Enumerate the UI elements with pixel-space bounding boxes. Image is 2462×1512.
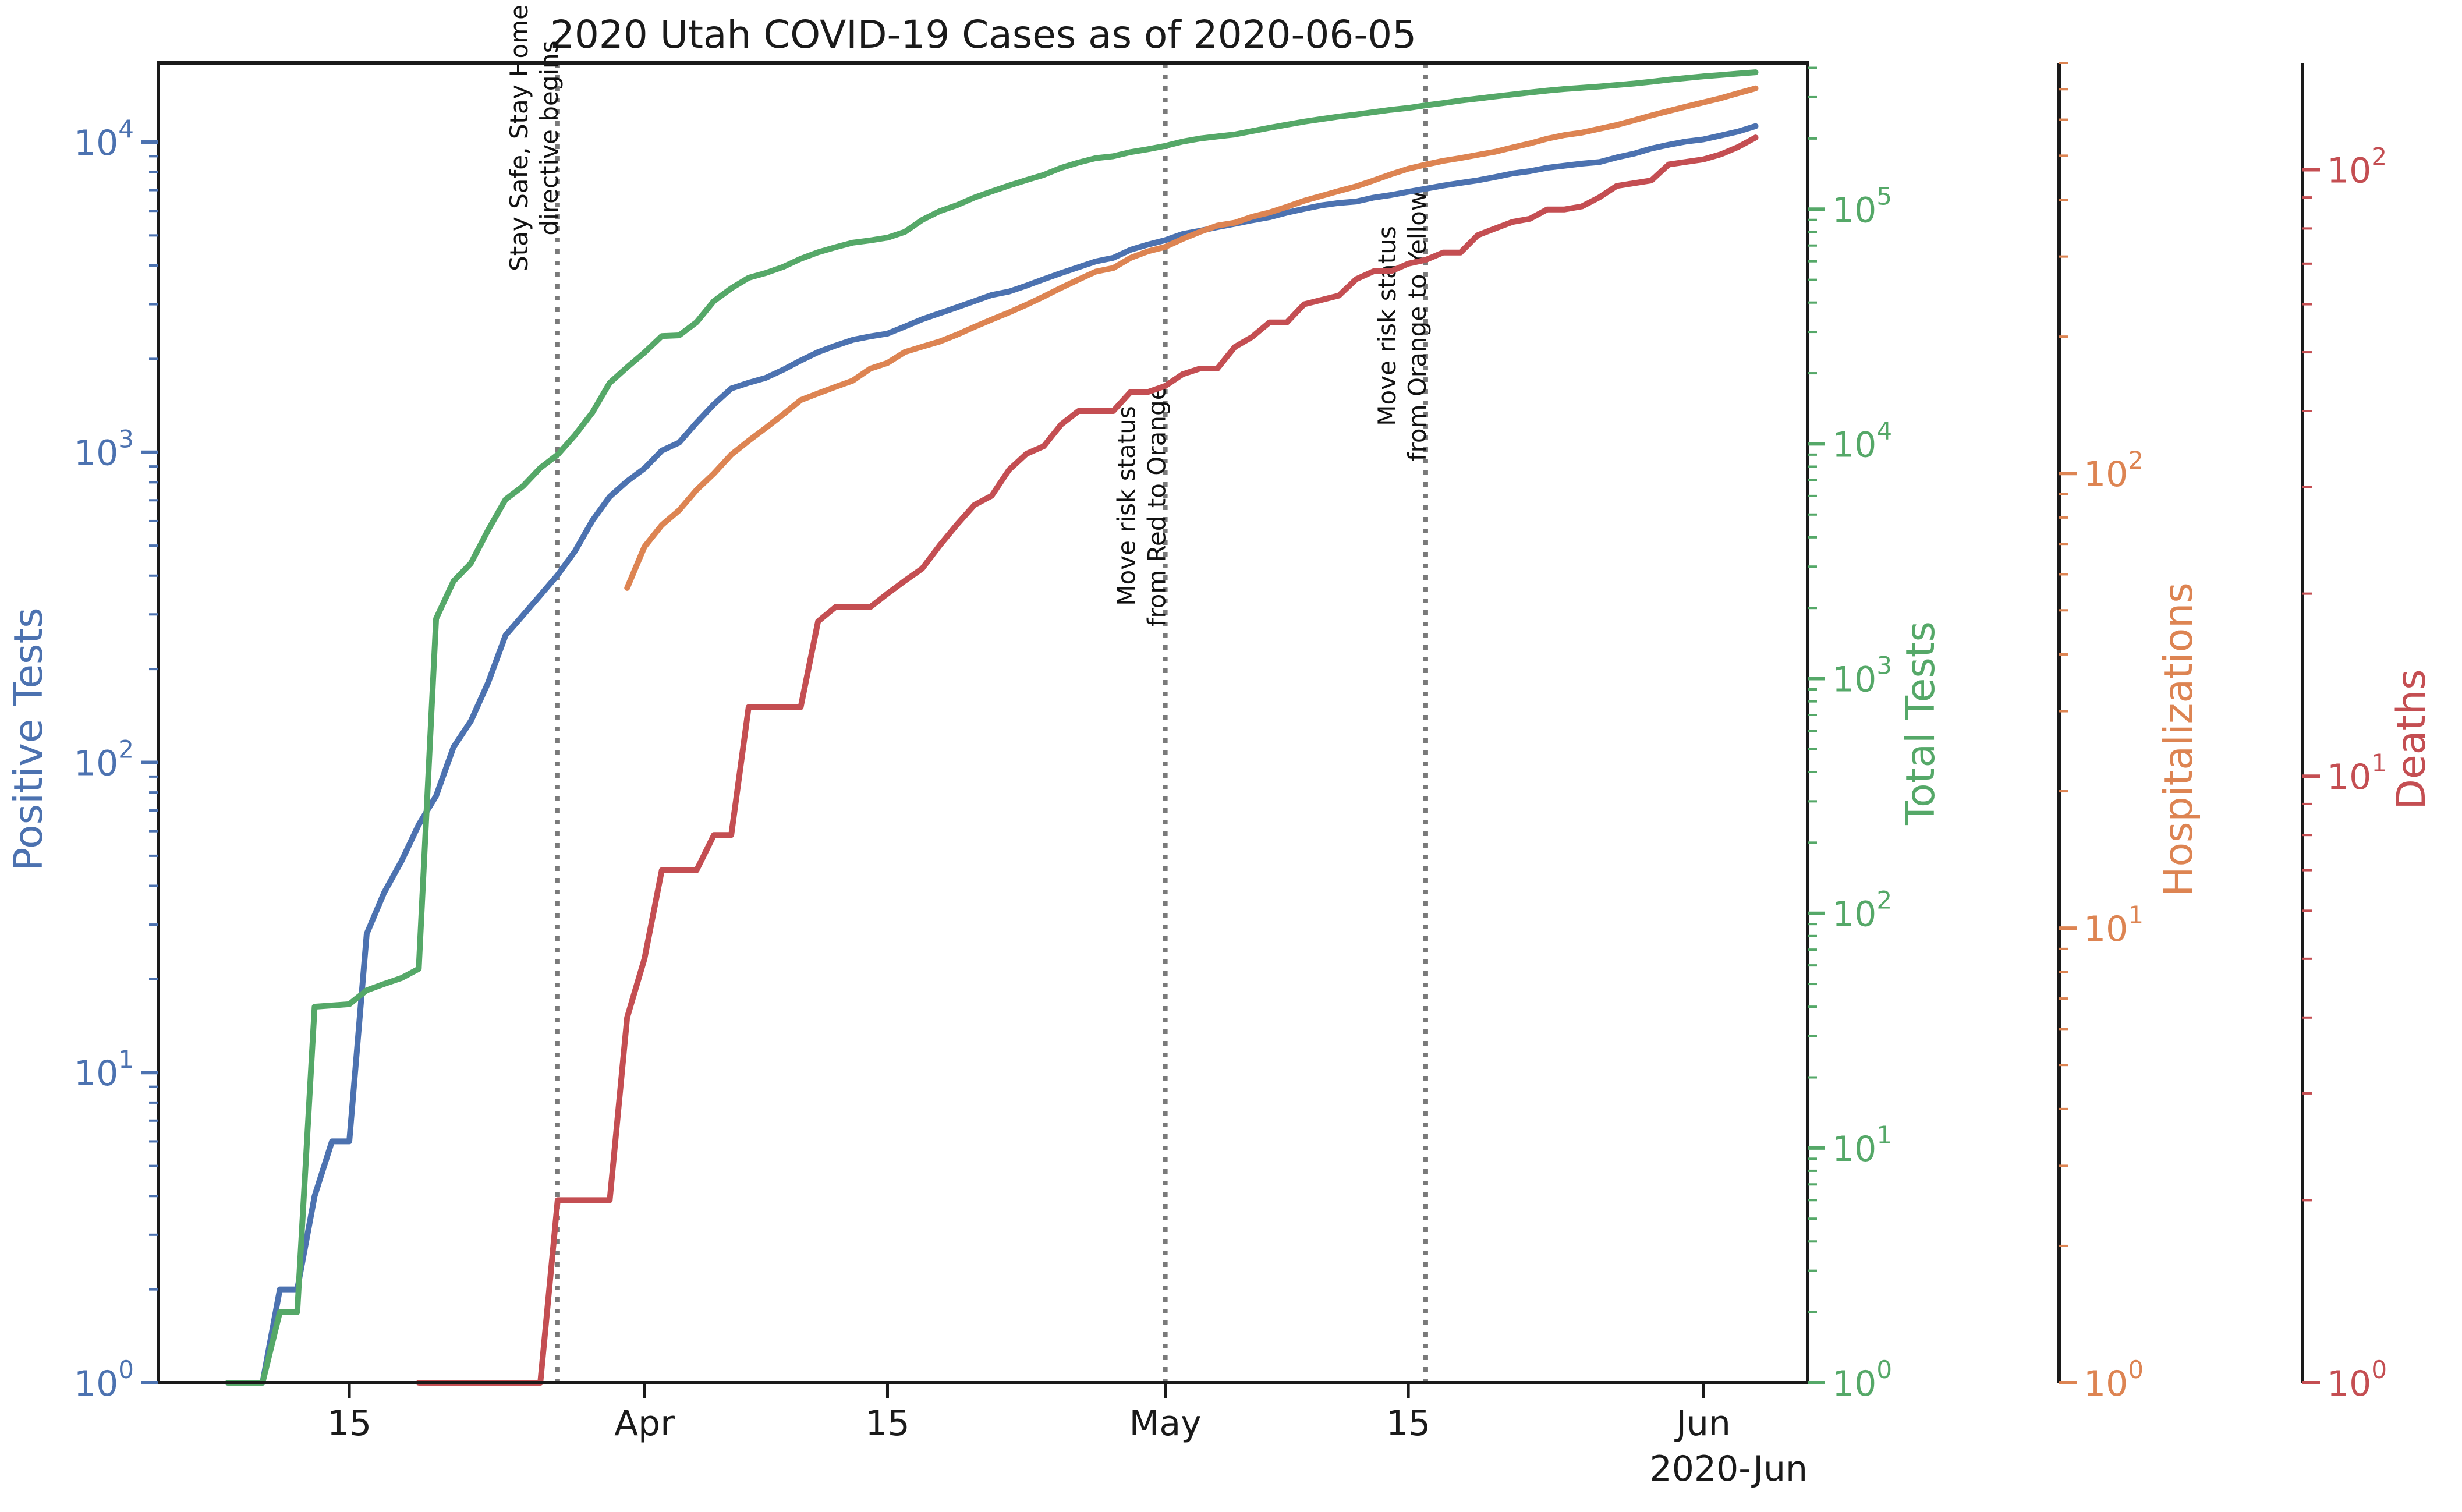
y-tick-label: 100 [1832,1355,1892,1404]
y-tick-label: 101 [74,1045,134,1094]
y-axis-title: Hospitalizations [2156,582,2202,896]
y-tick-label: 100 [2327,1355,2387,1404]
plot-frame [157,61,1809,1384]
y-tick-label: 103 [74,425,134,474]
annotation-label-line: from Red to Orange [1143,385,1171,627]
annotations-layer: Stay Safe, Stay Homedirective begins Move… [505,5,1432,1383]
y-tick-exponent: 2 [1876,886,1892,915]
series-line [624,85,1759,591]
y-tick-exponent: 0 [118,1355,134,1384]
y-tick-base: 10 [2084,909,2128,950]
y-tick-label: 101 [2327,749,2387,798]
y-axis-title: Positive Tests [6,607,52,871]
y-axis-title: Total Tests [1898,621,1944,826]
y-tick-label: 102 [1832,886,1892,935]
y-tick-exponent: 0 [2371,1355,2387,1384]
y-tick-label: 102 [74,735,134,784]
y-tick-base: 10 [2327,150,2371,191]
y-tick-base: 10 [1832,190,1876,231]
y-tick-base: 10 [1832,660,1876,700]
y-tick-base: 10 [1832,424,1876,465]
y-tick-exponent: 0 [2128,1355,2144,1384]
x-tick-label: 15 [1386,1403,1430,1444]
y-tick-label: 101 [2084,901,2144,950]
y-tick-label: 105 [1832,182,1892,231]
y-tick-base: 10 [74,1053,118,1094]
series-line [225,69,1759,1386]
annotation-label-line: from Orange to Yellow [1403,191,1432,461]
y-tick-label: 104 [1832,416,1892,465]
y-tick-label: 100 [74,1355,134,1404]
annotation-label-line: Move risk status [1373,226,1401,426]
y-tick-exponent: 1 [2128,901,2144,929]
y-tick-exponent: 3 [1876,651,1892,680]
y-tick-exponent: 4 [1876,416,1892,445]
annotation-label-line: Stay Safe, Stay Home [505,5,533,271]
y-tick-base: 10 [74,123,118,164]
series-line [416,134,1759,1386]
y-tick-exponent: 4 [118,115,134,143]
y-tick-base: 10 [2327,757,2371,798]
series-layer [225,69,1759,1386]
y-tick-exponent: 2 [2128,446,2144,475]
y-tick-base: 10 [1832,1129,1876,1170]
annotation-label: Move risk statusfrom Orange to Yellow [1373,191,1432,461]
axes-layer: 15 Apr 15 May 15 Jun2020-Jun10010110210310410… [6,61,2435,1489]
annotation-label: Stay Safe, Stay Homedirective begins [505,5,564,271]
x-offset-label: 2020-Jun [1650,1449,1808,1489]
y-tick-exponent: 1 [1876,1121,1892,1149]
series-line [225,123,1759,1386]
y-tick-exponent: 1 [2371,749,2387,777]
y-tick-base: 10 [74,433,118,474]
annotation-label-line: Move risk status [1113,406,1141,606]
y-tick-exponent: 5 [1876,182,1892,210]
y-tick-label: 104 [74,115,134,164]
y-tick-base: 10 [2084,1364,2128,1404]
y-tick-base: 10 [1832,1364,1876,1404]
y-tick-label: 103 [1832,651,1892,700]
y-tick-base: 10 [2084,454,2128,495]
y-tick-exponent: 2 [118,735,134,763]
y-tick-base: 10 [74,743,118,784]
y-tick-label: 100 [2084,1355,2144,1404]
x-tick-label: Jun [1674,1403,1731,1444]
annotation-label-line: directive begins [535,40,564,235]
y-axis-title: Deaths [2389,669,2435,809]
y-tick-exponent: 3 [118,425,134,454]
x-tick-label: 15 [327,1403,371,1444]
y-tick-label: 102 [2327,142,2387,191]
y-tick-label: 101 [1832,1121,1892,1170]
chart-title: 2020 Utah COVID-19 Cases as of 2020-06-0… [550,12,1416,57]
x-tick-label: 15 [865,1403,909,1444]
x-tick-label: Apr [614,1403,675,1444]
annotation-label: Move risk statusfrom Red to Orange [1113,385,1171,627]
y-tick-exponent: 0 [1876,1355,1892,1384]
y-tick-base: 10 [2327,1364,2371,1404]
y-tick-base: 10 [74,1364,118,1404]
y-tick-exponent: 2 [2371,142,2387,171]
x-tick-label: May [1129,1403,1202,1444]
y-tick-exponent: 1 [118,1045,134,1074]
y-tick-base: 10 [1832,894,1876,935]
y-tick-label: 102 [2084,446,2144,495]
